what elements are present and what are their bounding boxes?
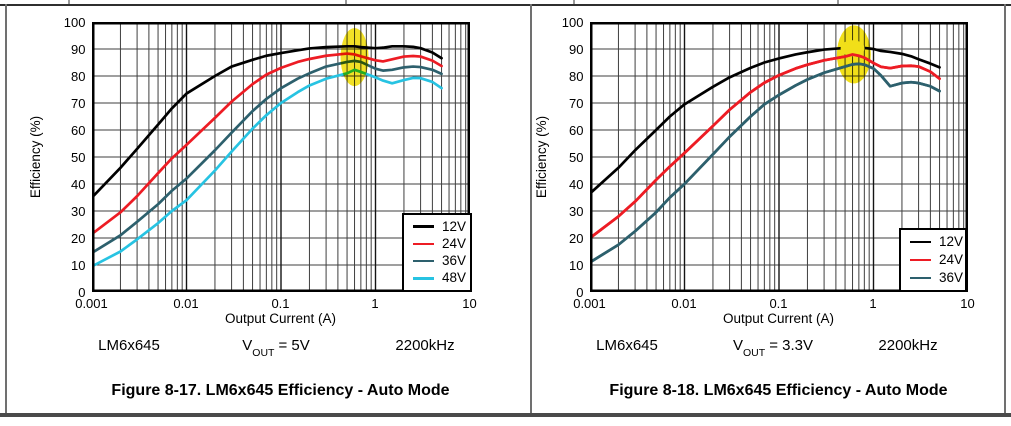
page-crop-remnant [68, 0, 70, 4]
legend-line-swatch [910, 276, 931, 280]
legend-line-swatch [413, 242, 434, 246]
y-tick-label: 50 [569, 149, 584, 165]
vout-value: = 5V [278, 337, 310, 354]
y-tick-label: 100 [63, 14, 86, 30]
x-tick-label: 0.001 [573, 296, 606, 311]
page-crop-remnant [837, 0, 839, 4]
condition-vout: VOUT = 3.3V [693, 337, 853, 359]
chart-canvas [90, 22, 470, 292]
x-tick-label: 10 [960, 296, 975, 311]
vout-symbol: V [242, 337, 253, 354]
vout-symbol: V [733, 337, 744, 354]
y-tick-label: 80 [71, 68, 86, 84]
y-tick-label: 40 [569, 176, 584, 192]
legend-line-swatch [413, 277, 434, 280]
condition-device: LM6x645 [596, 337, 658, 354]
condition-device: LM6x645 [98, 337, 160, 354]
y-tick-label: 90 [569, 41, 584, 57]
y-tick-label: 20 [569, 230, 584, 246]
legend-label: 24V [939, 252, 964, 267]
table-column-divider [530, 4, 532, 415]
legend-label: 36V [442, 253, 467, 269]
legend-line-swatch [413, 225, 434, 228]
page-crop-remnant [573, 0, 575, 4]
y-tick-label: 30 [71, 203, 86, 219]
x-tick-label: 10 [462, 296, 477, 311]
legend-entry: 24V [413, 235, 468, 251]
figure-caption: Figure 8-17. LM6x645 Efficiency - Auto M… [111, 382, 450, 399]
y-tick-label: 10 [569, 257, 584, 273]
y-tick-label: 0 [78, 284, 86, 300]
y-tick-label: 90 [71, 41, 86, 57]
x-tick-label: 0.01 [173, 296, 199, 311]
x-tick-label: 1 [869, 296, 877, 311]
x-tick-label: 0.001 [75, 296, 108, 311]
efficiency-chart-vout3v3 [588, 22, 968, 292]
y-tick-label: 50 [71, 149, 86, 165]
y-tick-label: 0 [576, 284, 584, 300]
x-axis-title: Output Current (A) [722, 311, 835, 326]
legend-entry: 24V [910, 253, 963, 267]
x-tick-label: 1 [371, 296, 379, 311]
x-tick-label: 0.1 [769, 296, 788, 311]
table-left-border [5, 4, 7, 415]
legend-entry: 12V [910, 235, 963, 249]
figure-caption: Figure 8-18. LM6x645 Efficiency - Auto M… [609, 382, 948, 399]
y-tick-label: 70 [71, 95, 86, 111]
chart-canvas [588, 22, 968, 292]
y-tick-label: 70 [569, 95, 584, 111]
y-tick-label: 10 [71, 257, 86, 273]
legend-entry: 48V [413, 271, 468, 285]
y-tick-label: 40 [71, 176, 86, 192]
legend-label: 12V [939, 234, 964, 249]
yellow-highlight-annotation [340, 28, 369, 87]
vout-subscript: OUT [252, 347, 275, 359]
vout-subscript: OUT [743, 347, 766, 359]
legend-label: 48V [442, 270, 467, 286]
legend-line-swatch [910, 258, 931, 262]
legend-entry: 36V [413, 254, 468, 268]
page-crop-remnant [345, 0, 347, 4]
y-tick-label: 60 [569, 122, 584, 138]
y-tick-label: 80 [569, 68, 584, 84]
table-row-top-border [0, 4, 1011, 6]
efficiency-chart-vout5v [90, 22, 470, 292]
legend-label: 12V [442, 218, 467, 234]
table-right-border [1004, 4, 1006, 415]
chart-legend: 12V 24V 36V [899, 228, 967, 292]
legend-entry: 12V [413, 218, 468, 234]
y-tick-label: 20 [71, 230, 86, 246]
x-axis-title: Output Current (A) [224, 311, 337, 326]
y-tick-label: 60 [71, 122, 86, 138]
condition-frequency: 2200kHz [395, 337, 455, 354]
x-tick-label: 0.1 [271, 296, 290, 311]
x-tick-label: 0.01 [671, 296, 697, 311]
legend-label: 36V [939, 270, 964, 285]
legend-line-swatch [413, 259, 434, 263]
vout-value: = 3.3V [769, 337, 813, 354]
condition-frequency: 2200kHz [878, 337, 938, 354]
table-bottom-border [0, 413, 1011, 417]
condition-vout: VOUT = 5V [196, 337, 356, 359]
y-axis-title: Efficiency (%) [534, 115, 549, 199]
legend-line-swatch [910, 240, 931, 244]
y-tick-label: 30 [569, 203, 584, 219]
y-tick-label: 100 [561, 14, 584, 30]
chart-legend: 12V 24V 36V 48V [402, 213, 472, 292]
legend-label: 24V [442, 235, 467, 251]
legend-entry: 36V [910, 271, 963, 285]
